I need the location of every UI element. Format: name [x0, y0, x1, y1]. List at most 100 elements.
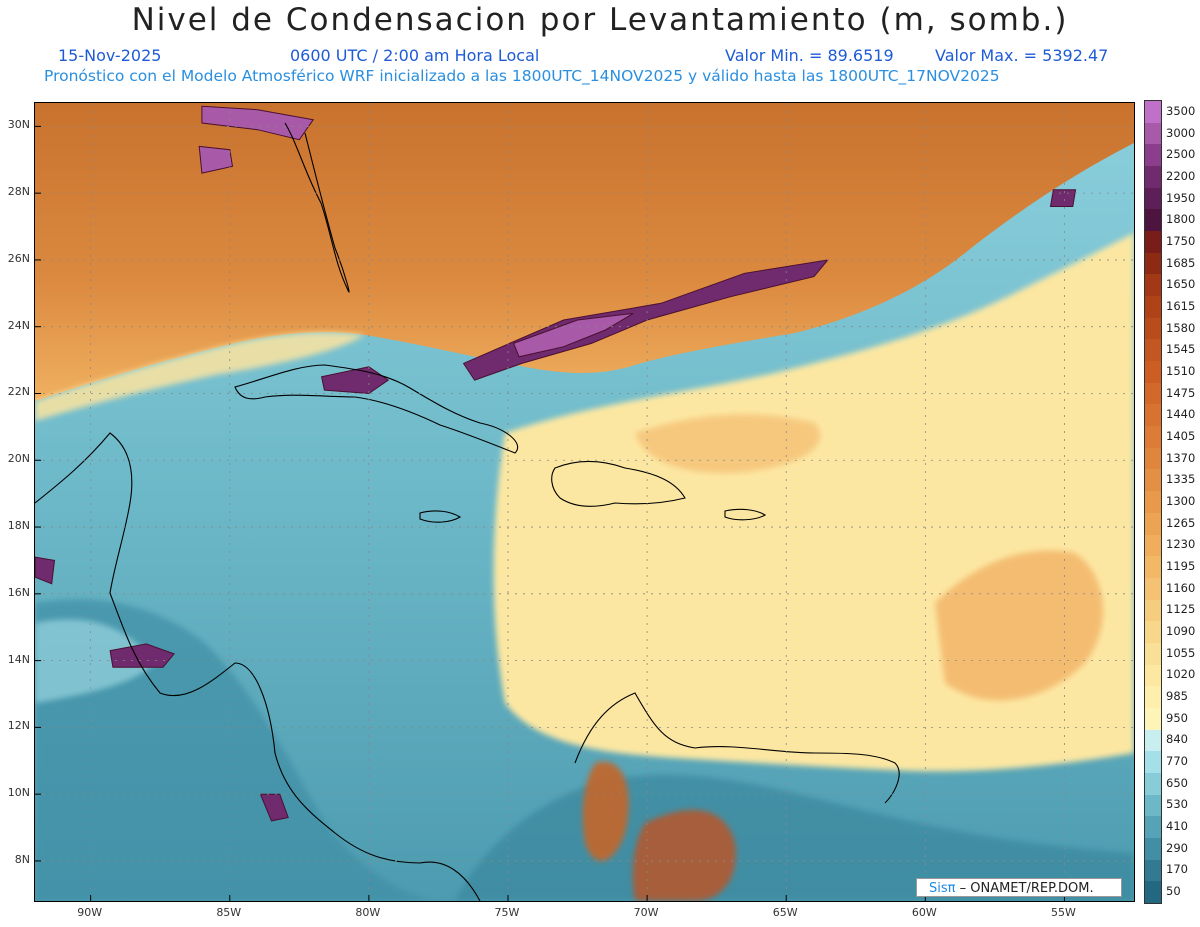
credit-text: – ONAMET/REP.DOM.: [959, 881, 1094, 896]
colorbar-label: 1580: [1166, 320, 1196, 335]
colorbar-swatch: [1145, 491, 1161, 514]
region-yucatan-purple: [35, 556, 56, 585]
region-bahamas-band: [462, 259, 830, 381]
colorbar-swatch: [1145, 317, 1161, 340]
lat-label: 12N: [7, 719, 30, 733]
colorbar-swatch: [1145, 556, 1161, 579]
colorbar-label: 1020: [1166, 667, 1196, 682]
graticule: [35, 103, 1134, 901]
sispi-logo: Sisπ: [929, 881, 956, 896]
colorbar-label: 985: [1166, 689, 1188, 704]
colorbar-label: 1650: [1166, 277, 1196, 292]
colorbar-swatch: [1145, 339, 1161, 362]
colorbar-label: 1230: [1166, 537, 1196, 552]
northern-field: [35, 103, 1134, 401]
colorbar-label: 650: [1166, 775, 1188, 790]
lon-label: 55W: [1051, 906, 1076, 919]
valid-date: 15-Nov-2025: [58, 46, 162, 65]
colorbar-label: 1370: [1166, 450, 1196, 465]
colorbar-swatch: [1145, 209, 1161, 232]
colorbar-swatch: [1145, 751, 1161, 774]
colorbar-label: 1615: [1166, 298, 1196, 313]
colorbar-label: 770: [1166, 754, 1188, 769]
lon-label: 75W: [494, 906, 520, 919]
colorbar-label: 290: [1166, 840, 1188, 855]
colorbar-swatch: [1145, 642, 1161, 666]
lat-label: 16N: [7, 585, 30, 599]
lat-label: 18N: [7, 519, 30, 533]
colorbar-label: 1265: [1166, 515, 1196, 530]
colorbar-label: 1335: [1166, 472, 1196, 487]
lat-label: 30N: [7, 118, 30, 132]
credit-box: Sisπ – ONAMET/REP.DOM.: [916, 878, 1122, 897]
colorbar-swatch: [1145, 404, 1161, 427]
colorbar-swatch: [1145, 361, 1161, 384]
region-bahamas-band-core: [512, 312, 634, 358]
colorbar-swatch: [1145, 469, 1161, 492]
map-panel: [34, 102, 1135, 902]
colorbar-swatch: [1145, 296, 1161, 319]
colorbar-swatch: [1145, 252, 1161, 275]
colorbar-label: 530: [1166, 797, 1188, 812]
colorbar-swatch: [1145, 577, 1161, 601]
colorbar-swatch: [1145, 621, 1161, 644]
colorbar-swatch: [1145, 686, 1161, 709]
colorbar-swatch: [1145, 382, 1161, 405]
region-gulf-spot: [198, 145, 234, 174]
colorbar-swatch: [1145, 599, 1161, 622]
colorbar-label: 3000: [1166, 125, 1196, 140]
lon-label: 85W: [216, 906, 242, 919]
region-honduras-purple: [109, 643, 175, 668]
northern-yellow-edge: [35, 332, 365, 421]
lcl-field-map: [35, 103, 1134, 901]
colorbar-label: 1800: [1166, 212, 1196, 227]
venezuela-orange-2: [632, 809, 736, 901]
colorbar-label: 1950: [1166, 190, 1196, 205]
lon-label: 90W: [77, 906, 103, 919]
colorbar-swatch: [1145, 772, 1161, 796]
colorbar-swatch: [1145, 729, 1161, 752]
colorbar-label: 50: [1166, 884, 1181, 899]
colorbar-swatch: [1145, 101, 1161, 124]
colorbar-swatch: [1145, 794, 1161, 817]
atlantic-orange-patch: [935, 550, 1104, 701]
lat-label: 14N: [7, 652, 30, 666]
lat-label: 10N: [7, 786, 30, 800]
lat-label: 24N: [7, 318, 30, 332]
colorbar-swatch: [1145, 447, 1161, 470]
valid-time: 0600 UTC / 2:00 am Hora Local: [290, 46, 540, 65]
colorbar-swatch: [1145, 707, 1161, 731]
colorbar-swatch: [1145, 426, 1161, 449]
colorbar-swatch: [1145, 664, 1161, 687]
colorbar-swatch: [1145, 274, 1161, 297]
colorbar-swatch: [1145, 881, 1161, 904]
colorbar-label: 1475: [1166, 385, 1196, 400]
lat-label: 22N: [7, 385, 30, 399]
region-florida-purple: [201, 105, 315, 141]
min-value: Valor Min. = 89.6519: [725, 46, 894, 65]
colorbar-swatch: [1145, 859, 1161, 882]
colorbar-label: 1090: [1166, 624, 1196, 639]
colorbar-label: 1510: [1166, 363, 1196, 378]
lcl-max-regions: [35, 105, 1077, 822]
lon-label: 65W: [772, 906, 798, 919]
colorbar-swatch: [1145, 231, 1161, 254]
lat-label: 26N: [7, 251, 30, 265]
colorbar-label: 410: [1166, 819, 1188, 834]
colorbar-swatch: [1145, 837, 1161, 861]
colorbar-label: 1125: [1166, 602, 1196, 617]
colorbar-label: 840: [1166, 732, 1188, 747]
colorbar-label: 1160: [1166, 580, 1196, 595]
colorbar-label: 170: [1166, 862, 1188, 877]
lat-label: 20N: [7, 452, 30, 466]
colorbar-label: 1195: [1166, 559, 1196, 574]
colorbar-label: 1685: [1166, 255, 1196, 270]
colorbar-swatch: [1145, 144, 1161, 167]
region-atlantic-spot: [1049, 189, 1077, 207]
lat-label: 28N: [7, 185, 30, 199]
colorbar-label: 1055: [1166, 645, 1196, 660]
lon-label: 70W: [633, 906, 659, 919]
colorbar: [1144, 100, 1162, 904]
colorbar-label: 2200: [1166, 168, 1196, 183]
max-value: Valor Max. = 5392.47: [935, 46, 1109, 65]
